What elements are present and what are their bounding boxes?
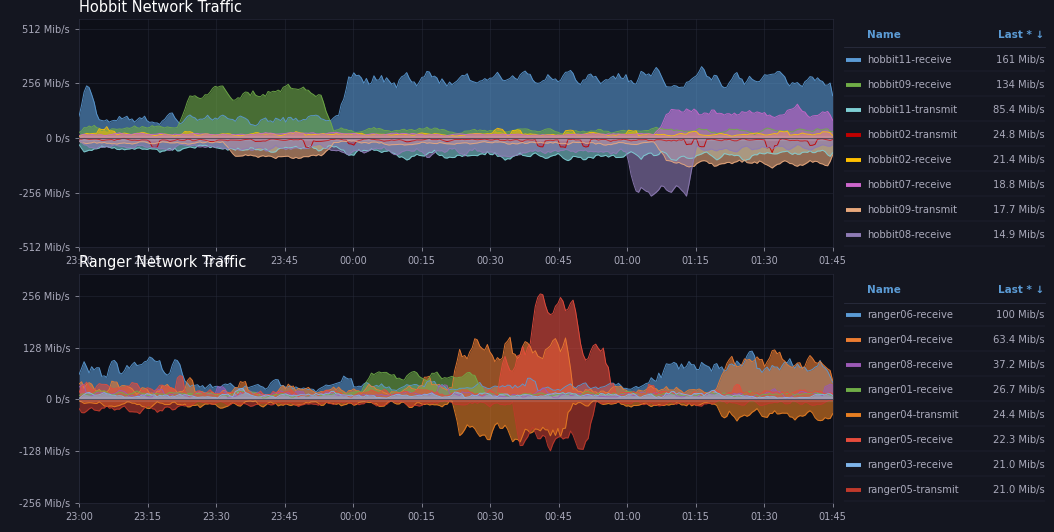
Text: Name: Name: [867, 30, 901, 40]
Text: 24.4 Mib/s: 24.4 Mib/s: [993, 410, 1045, 420]
Text: hobbit07-receive: hobbit07-receive: [867, 180, 952, 190]
Text: 18.8 Mib/s: 18.8 Mib/s: [993, 180, 1045, 190]
Text: ranger05-receive: ranger05-receive: [867, 435, 953, 445]
Text: 161 Mib/s: 161 Mib/s: [996, 55, 1045, 65]
Bar: [79, 397, 833, 401]
Text: ranger01-receive: ranger01-receive: [867, 385, 953, 395]
Text: 134 Mib/s: 134 Mib/s: [996, 80, 1045, 90]
Text: 63.4 Mib/s: 63.4 Mib/s: [993, 335, 1045, 345]
Text: 22.3 Mib/s: 22.3 Mib/s: [993, 435, 1045, 445]
Bar: [79, 136, 833, 140]
Text: ranger08-receive: ranger08-receive: [867, 360, 953, 370]
Text: hobbit11-receive: hobbit11-receive: [867, 55, 952, 65]
Text: 85.4 Mib/s: 85.4 Mib/s: [993, 105, 1045, 115]
Text: 21.0 Mib/s: 21.0 Mib/s: [993, 460, 1045, 470]
Text: ranger03-receive: ranger03-receive: [867, 460, 953, 470]
Text: 21.4 Mib/s: 21.4 Mib/s: [993, 155, 1045, 165]
Text: Last * ↓: Last * ↓: [998, 286, 1045, 295]
Text: hobbit02-receive: hobbit02-receive: [867, 155, 952, 165]
Text: Last * ↓: Last * ↓: [998, 30, 1045, 40]
Text: Name: Name: [867, 286, 901, 295]
Text: hobbit09-receive: hobbit09-receive: [867, 80, 952, 90]
Text: 14.9 Mib/s: 14.9 Mib/s: [993, 230, 1045, 240]
Text: 26.7 Mib/s: 26.7 Mib/s: [993, 385, 1045, 395]
Text: 37.2 Mib/s: 37.2 Mib/s: [993, 360, 1045, 370]
Text: 24.8 Mib/s: 24.8 Mib/s: [993, 130, 1045, 140]
Text: 100 Mib/s: 100 Mib/s: [996, 310, 1045, 320]
Text: 21.0 Mib/s: 21.0 Mib/s: [993, 485, 1045, 495]
Text: ranger05-transmit: ranger05-transmit: [867, 485, 959, 495]
Text: hobbit08-receive: hobbit08-receive: [867, 230, 952, 240]
Text: hobbit02-transmit: hobbit02-transmit: [867, 130, 957, 140]
Text: hobbit11-transmit: hobbit11-transmit: [867, 105, 957, 115]
Text: Ranger Network Traffic: Ranger Network Traffic: [79, 255, 247, 270]
Text: Hobbit Network Traffic: Hobbit Network Traffic: [79, 0, 242, 15]
Text: hobbit09-transmit: hobbit09-transmit: [867, 205, 957, 215]
Text: 17.7 Mib/s: 17.7 Mib/s: [993, 205, 1045, 215]
Text: ranger06-receive: ranger06-receive: [867, 310, 953, 320]
Text: ranger04-transmit: ranger04-transmit: [867, 410, 959, 420]
Text: ranger04-receive: ranger04-receive: [867, 335, 953, 345]
